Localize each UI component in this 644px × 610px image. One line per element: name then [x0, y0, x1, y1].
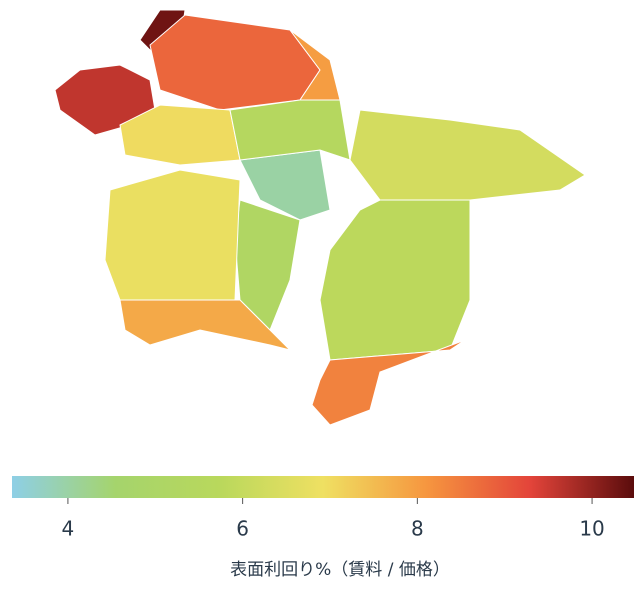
- region: [349, 109, 586, 201]
- colorbar: [12, 476, 634, 498]
- region: [319, 199, 471, 361]
- region: [119, 299, 292, 351]
- colorbar-tick-label: 6: [236, 517, 249, 541]
- region: [311, 339, 466, 426]
- region: [229, 99, 351, 161]
- colorbar-tick-label: 10: [579, 517, 604, 541]
- colorbar-tick-label: 4: [62, 517, 75, 541]
- map-regions: [54, 9, 586, 426]
- colorbar-label: 表面利回り%（賃料 / 価格）: [230, 560, 450, 580]
- region: [149, 14, 321, 111]
- region: [104, 169, 241, 311]
- colorbar-tick-label: 8: [411, 517, 424, 541]
